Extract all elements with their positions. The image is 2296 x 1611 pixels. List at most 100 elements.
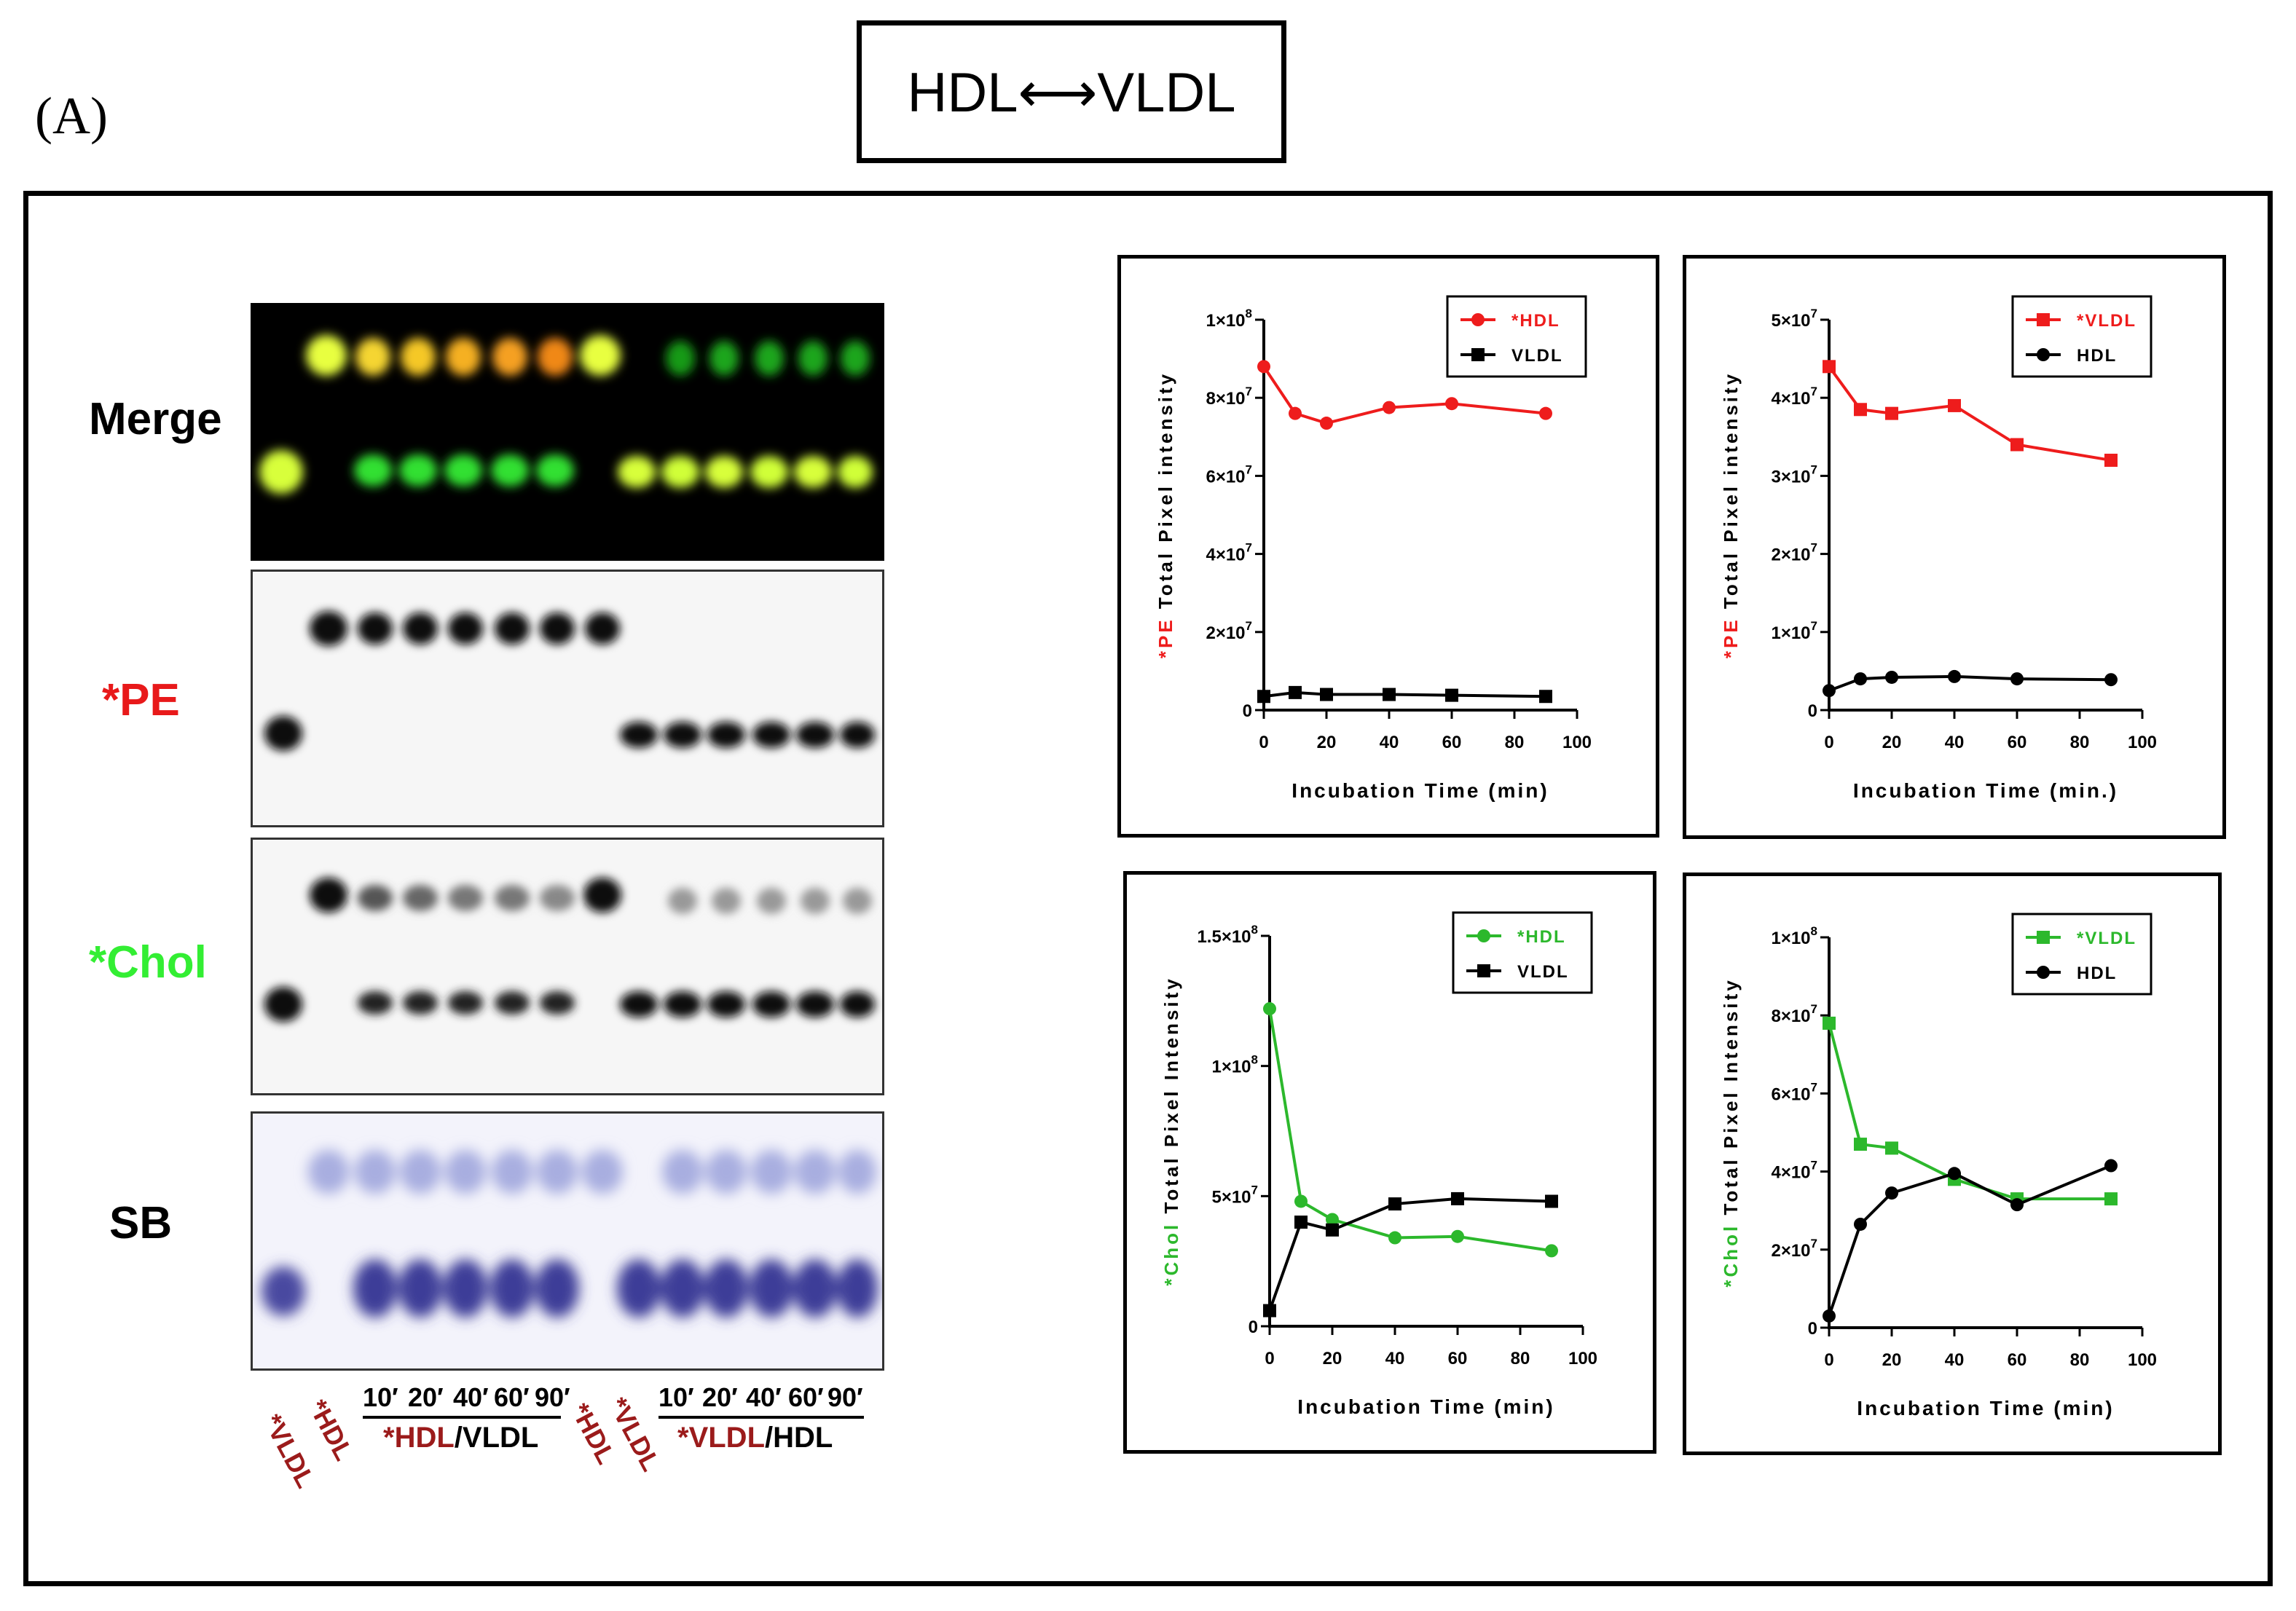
y-tick-label: 6×107 [1771, 1080, 1817, 1104]
data-point [1383, 401, 1396, 414]
y-tick-label: 6×107 [1206, 462, 1252, 487]
data-point [1326, 1223, 1339, 1237]
y-axis-label: *PE Total Pixel intensity [1720, 371, 1742, 658]
legend-marker [2037, 313, 2050, 326]
y-tick-label: 2×107 [1771, 541, 1817, 565]
group1-label-vldl: VLDL [462, 1422, 539, 1454]
data-point [1320, 688, 1333, 701]
legend-marker [2037, 931, 2050, 944]
row-label-chol: *Chol [89, 937, 207, 988]
y-tick-exponent: 7 [1246, 385, 1252, 398]
data-point [1885, 1186, 1898, 1200]
data-point [1854, 672, 1867, 686]
y-tick-exponent: 7 [1246, 619, 1252, 633]
legend-label: *HDL [1511, 311, 1560, 331]
y-axis-label: *Chol Total Pixel Intensity [1160, 976, 1182, 1285]
series-1 [1823, 1159, 2118, 1323]
y-tick-exponent: 7 [1251, 1183, 1258, 1197]
series-1 [1257, 685, 1552, 704]
data-point [1451, 1229, 1464, 1243]
y-tick-mantissa: 1×10 [1771, 623, 1810, 643]
y-tick-exponent: 7 [1811, 1159, 1817, 1173]
group2-underline [658, 1416, 864, 1419]
y-tick-mantissa: 0 [1243, 701, 1252, 721]
x-tick-label: 80 [2070, 733, 2090, 752]
y-tick-mantissa: 2×10 [1771, 1241, 1810, 1261]
x-tick-label: 60 [2008, 1350, 2027, 1370]
series-0 [1823, 1016, 2118, 1206]
y-tick-mantissa: 1.5×10 [1197, 927, 1251, 947]
x-tick-label: 80 [2070, 1350, 2090, 1370]
y-axis-label-prefix: *Chol [1720, 1224, 1742, 1288]
y-tick-exponent: 7 [1246, 541, 1252, 555]
x-tick-label: 0 [1259, 733, 1268, 752]
data-point [1289, 406, 1302, 420]
data-point [1263, 1002, 1276, 1016]
legend-label: *HDL [1517, 927, 1566, 947]
legend-marker [1477, 929, 1490, 942]
data-point [1823, 1309, 1836, 1323]
y-tick-mantissa: 1×10 [1771, 929, 1810, 948]
y-tick-label: 1×108 [1211, 1053, 1258, 1077]
y-tick-exponent: 7 [1811, 1002, 1817, 1016]
time-label-10: 10′ [363, 1382, 398, 1412]
x-tick-label: 20 [1882, 1350, 1902, 1370]
y-tick-label: 0 [1808, 701, 1817, 721]
time-label-10-2: 10′ [658, 1382, 694, 1412]
series-line [1828, 1164, 2112, 1317]
legend-label: *VLDL [2077, 929, 2136, 948]
series-line [1828, 674, 2112, 693]
data-point [1388, 1197, 1401, 1211]
x-tick-label: 20 [1323, 1349, 1342, 1368]
gel-sb [251, 1111, 884, 1371]
y-tick-mantissa: 5×10 [1771, 311, 1810, 331]
data-point [1948, 398, 1961, 412]
legend-marker [1471, 348, 1485, 361]
y-tick-mantissa: 1×10 [1206, 311, 1245, 331]
y-tick-mantissa: 6×10 [1771, 1084, 1810, 1104]
group1-underline [363, 1416, 561, 1419]
data-point [1257, 360, 1270, 374]
x-tick-label: 60 [1442, 733, 1462, 752]
data-point [1885, 1141, 1898, 1155]
series-0 [1257, 360, 1552, 430]
y-axis-label-rest: Total Pixel Intensity [1160, 976, 1182, 1221]
gel-pe [251, 570, 884, 827]
chart-panel-pe-hdl: 0 2×107 4×107 6×107 8×107 1×108 0 20 40 60 80 100 In… [1117, 255, 1659, 838]
x-axis-label: Incubation Time (min) [1857, 1397, 2114, 1419]
data-point [1294, 1216, 1308, 1229]
data-point [1545, 1194, 1558, 1208]
y-tick-exponent: 8 [1811, 924, 1817, 938]
y-tick-label: 5×107 [1771, 307, 1817, 331]
x-axis-label: Incubation Time (min) [1292, 779, 1549, 802]
y-tick-label: 4×107 [1771, 1159, 1817, 1183]
group1-label: *HDL/VLDL [383, 1422, 538, 1454]
chart-panel-chol-vldl: 0 2×107 4×107 6×107 8×107 1×108 0 20 40 60 80 100 In… [1683, 873, 2222, 1455]
data-point [1539, 690, 1552, 704]
chart-panel-chol-hdl: 0 5×107 1×108 1.5×108 0 20 40 60 80 100 Incubation… [1123, 871, 1656, 1454]
y-tick-mantissa: 8×10 [1206, 389, 1245, 409]
y-tick-exponent: 7 [1811, 1080, 1817, 1094]
y-tick-label: 1×107 [1771, 619, 1817, 643]
data-point [1948, 1167, 1961, 1181]
data-point [1823, 1016, 1836, 1030]
x-tick-label: 100 [2128, 733, 2157, 752]
time-label-90-2: 90′ [827, 1382, 863, 1412]
legend-marker [1477, 964, 1490, 977]
time-label-40: 40′ [453, 1382, 489, 1412]
x-tick-label: 0 [1824, 733, 1833, 752]
data-point [2104, 1192, 2118, 1206]
legend-label: *VLDL [2077, 311, 2136, 331]
y-tick-mantissa: 2×10 [1206, 623, 1245, 643]
data-point [1289, 685, 1302, 699]
data-point [2010, 1198, 2024, 1212]
y-axis-label-rest: Total Pixel Intensity [1720, 977, 1742, 1223]
row-label-pe: *PE [102, 675, 180, 725]
group1-label-star-hdl: *HDL [383, 1422, 455, 1454]
x-tick-label: 60 [1448, 1349, 1468, 1368]
chart-panel-pe-vldl: 0 1×107 2×107 3×107 4×107 5×107 0 20 40 60 80 100 In… [1683, 255, 2226, 839]
time-label-40-2: 40′ [746, 1382, 782, 1412]
y-tick-mantissa: 4×10 [1771, 1163, 1810, 1183]
y-tick-label: 0 [1808, 1319, 1817, 1339]
